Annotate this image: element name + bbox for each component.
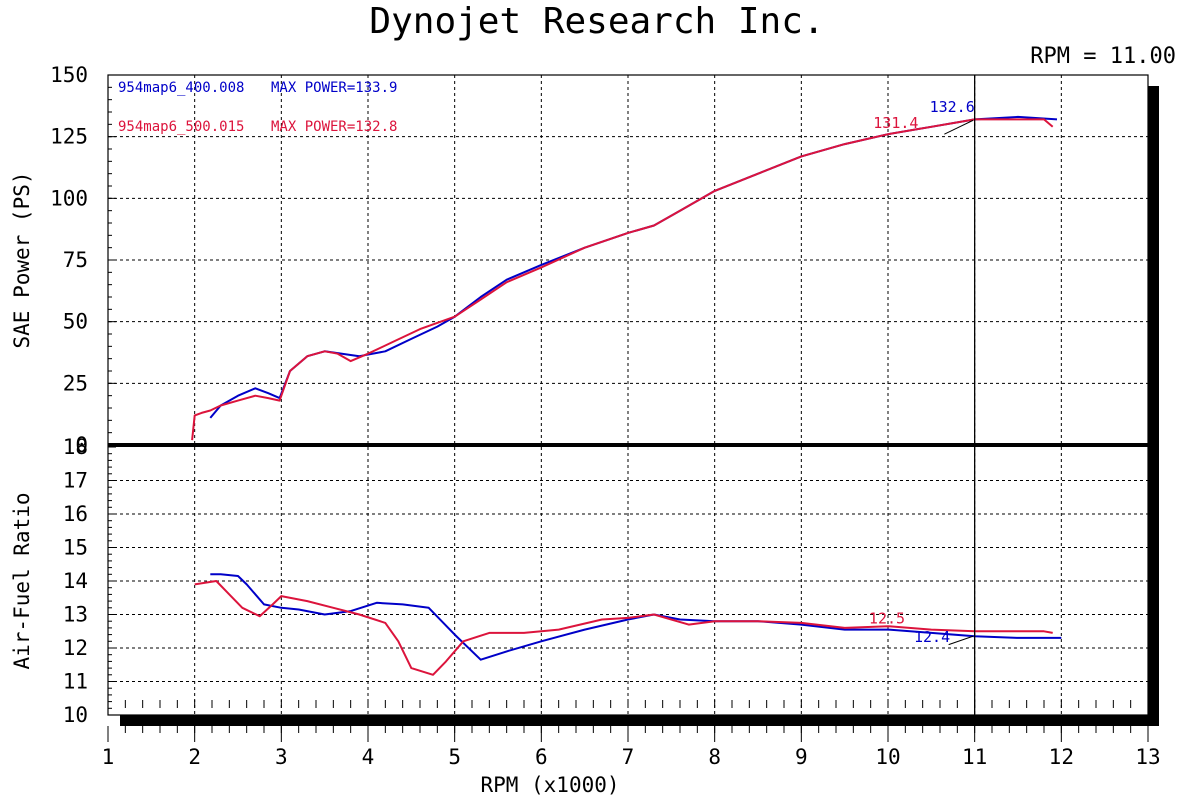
y-tick-label: 150 <box>50 63 88 87</box>
power-series-954map6-400-008 <box>209 115 1058 419</box>
y-tick-label: 10 <box>63 703 88 727</box>
y-tick-label: 50 <box>63 310 88 334</box>
power-value-label: 132.6 <box>930 98 975 116</box>
x-tick-label: 1 <box>102 745 115 769</box>
x-tick-label: 13 <box>1135 745 1160 769</box>
y-tick-label: 11 <box>63 670 88 694</box>
y-axis-title-afr: Air-Fuel Ratio <box>10 492 34 669</box>
x-tick-label: 7 <box>622 745 635 769</box>
y-tick-label: 100 <box>50 186 88 210</box>
afr-value-label: 12.4 <box>914 628 950 646</box>
y-tick-label: 125 <box>50 125 88 149</box>
x-tick-label: 11 <box>962 745 987 769</box>
afr-value-label: 12.5 <box>869 610 905 628</box>
y-tick-label: 17 <box>63 469 88 493</box>
chart-title: Dynojet Research Inc. <box>369 1 824 42</box>
x-tick-label: 12 <box>1049 745 1074 769</box>
power-value-label: 131.4 <box>873 114 918 132</box>
panel-divider <box>108 443 1156 447</box>
x-tick-label: 6 <box>535 745 548 769</box>
x-tick-label: 5 <box>448 745 461 769</box>
legend-max-power: MAX POWER=132.8 <box>271 119 397 135</box>
x-tick-label: 8 <box>708 745 721 769</box>
y-tick-label: 16 <box>63 502 88 526</box>
legend-file-name: 954map6_400.008 <box>118 80 244 96</box>
y-tick-label: 13 <box>63 603 88 627</box>
legend-file-name: 954map6_500.015 <box>118 119 244 135</box>
y-axis-title-power: SAE Power (PS) <box>10 171 34 348</box>
x-tick-label: 2 <box>188 745 201 769</box>
x-tick-label: 4 <box>362 745 375 769</box>
frame-shadow-bottom <box>120 715 1159 726</box>
x-axis-title: RPM (x1000) <box>480 773 619 797</box>
power-label-leader <box>944 119 974 135</box>
afr-label-leader <box>948 635 974 646</box>
rpm-readout: RPM = 11.00 <box>1030 44 1176 69</box>
y-tick-label: 12 <box>63 636 88 660</box>
power-series-954map6-500-015 <box>191 118 1054 441</box>
y-tick-label: 0 <box>75 433 88 457</box>
y-tick-label: 25 <box>63 371 88 395</box>
y-tick-label: 18 <box>63 435 88 459</box>
afr-series-954map6-500-015 <box>194 580 1053 676</box>
x-tick-label: 9 <box>795 745 808 769</box>
y-tick-label: 15 <box>63 536 88 560</box>
afr-series-954map6-400-008 <box>210 573 1062 661</box>
y-tick-label: 75 <box>63 248 88 272</box>
y-tick-label: 14 <box>63 569 88 593</box>
frame-shadow-right <box>1148 86 1159 726</box>
legend-max-power: MAX POWER=133.9 <box>271 80 397 96</box>
x-tick-label: 10 <box>875 745 900 769</box>
x-tick-label: 3 <box>275 745 288 769</box>
